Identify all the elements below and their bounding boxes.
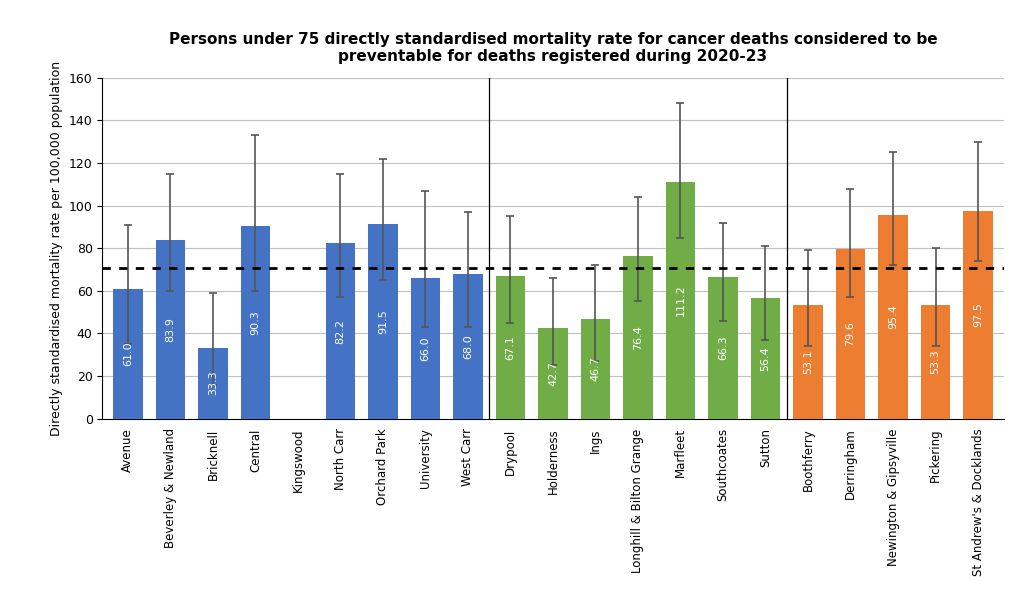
Bar [623, 256, 653, 419]
Text: 97.5: 97.5 [973, 303, 983, 327]
Bar [794, 306, 823, 419]
Bar [751, 298, 780, 419]
Text: 91.5: 91.5 [378, 309, 388, 334]
Bar [538, 328, 568, 419]
Bar [453, 274, 483, 419]
Text: 68.0: 68.0 [463, 334, 473, 359]
Text: 66.3: 66.3 [718, 335, 728, 360]
Bar [581, 319, 610, 419]
Bar [241, 226, 270, 419]
Bar [113, 289, 142, 419]
Bar [198, 347, 227, 419]
Text: 56.4: 56.4 [761, 346, 770, 371]
Text: 111.2: 111.2 [676, 284, 685, 316]
Bar [368, 224, 397, 419]
Text: 95.4: 95.4 [888, 304, 898, 329]
Bar [709, 277, 738, 419]
Text: 76.4: 76.4 [633, 325, 643, 350]
Bar [921, 305, 950, 419]
Text: 61.0: 61.0 [123, 341, 133, 366]
Title: Persons under 75 directly standardised mortality rate for cancer deaths consider: Persons under 75 directly standardised m… [169, 32, 937, 64]
Text: 33.3: 33.3 [208, 371, 218, 395]
Text: 82.2: 82.2 [336, 319, 345, 343]
Text: 90.3: 90.3 [251, 310, 260, 335]
Bar [496, 276, 525, 419]
Bar [879, 215, 908, 419]
Bar [156, 240, 185, 419]
Text: 66.0: 66.0 [421, 336, 430, 361]
Text: 42.7: 42.7 [548, 361, 558, 386]
Text: 83.9: 83.9 [166, 317, 175, 341]
Bar [411, 278, 440, 419]
Text: 53.1: 53.1 [803, 350, 813, 374]
Text: 53.3: 53.3 [931, 349, 940, 374]
Bar [326, 243, 355, 419]
Bar [666, 182, 695, 419]
Text: 67.1: 67.1 [506, 335, 515, 359]
Bar [836, 249, 865, 419]
Bar [964, 211, 993, 419]
Y-axis label: Directly standardised mortality rate per 100,000 population: Directly standardised mortality rate per… [50, 60, 63, 436]
Text: 46.7: 46.7 [591, 356, 600, 382]
Text: 79.6: 79.6 [846, 321, 855, 346]
